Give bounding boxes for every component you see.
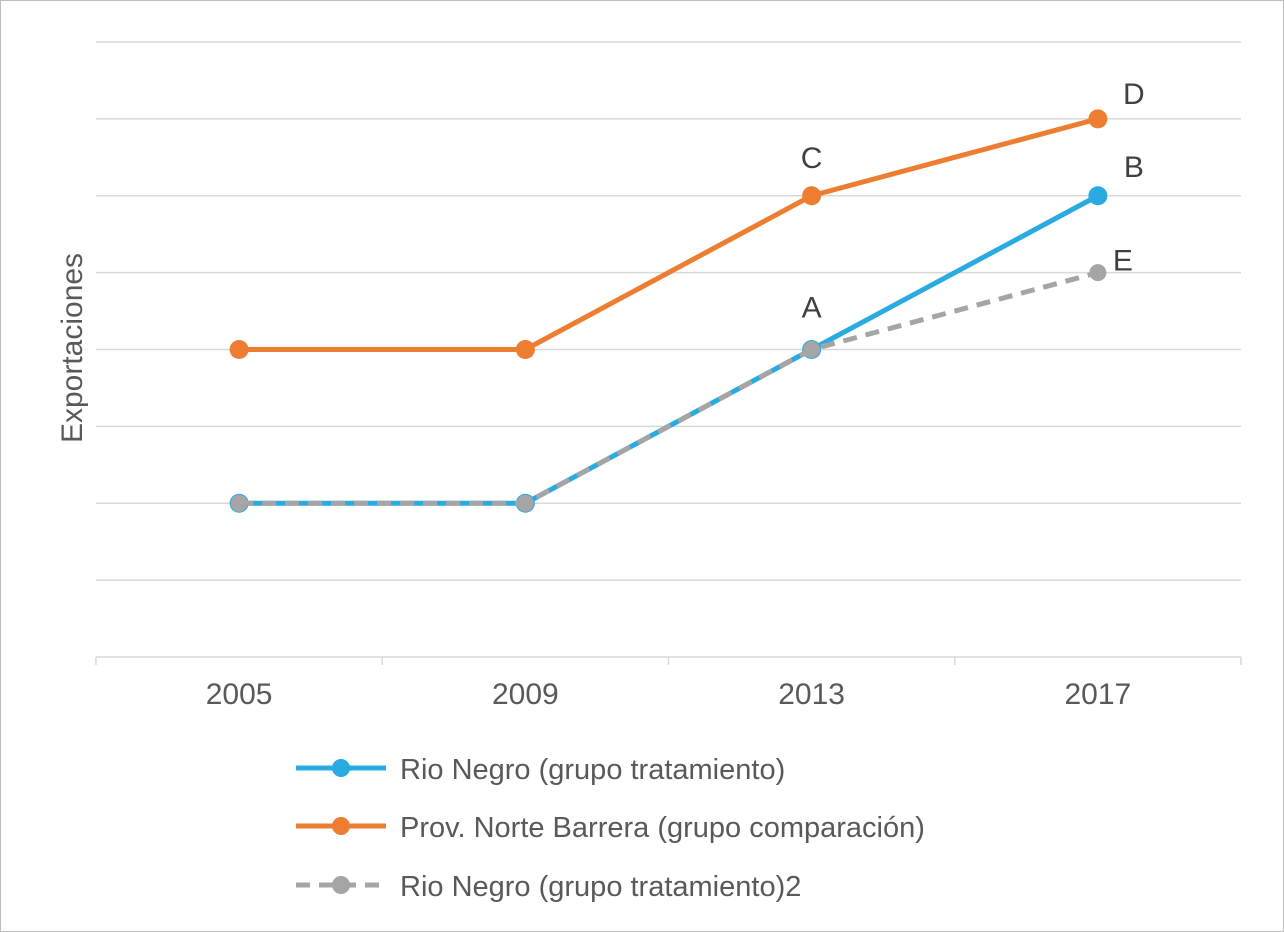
- x-tick-label: 2017: [1065, 678, 1132, 711]
- data-point: [1088, 109, 1108, 129]
- data-point: [1088, 186, 1108, 206]
- y-axis-label: Exportaciones: [56, 253, 89, 443]
- data-point: [229, 340, 249, 359]
- point-label: A: [802, 292, 822, 325]
- series-group: [229, 109, 1108, 513]
- x-tick-label: 2005: [206, 678, 273, 711]
- x-tick-label: 2009: [492, 678, 559, 711]
- x-axis: 2005 2009 2013 2017: [95, 656, 1242, 711]
- point-label: B: [1124, 151, 1144, 184]
- legend-marker: [332, 817, 350, 835]
- data-point: [802, 186, 822, 206]
- point-label: C: [801, 142, 823, 175]
- point-label: D: [1123, 78, 1145, 111]
- point-label: E: [1113, 245, 1133, 278]
- series-line: [239, 270, 1099, 506]
- legend: Rio Negro (grupo tratamiento) Prov. Norte…: [296, 754, 925, 903]
- gridlines: [96, 41, 1241, 581]
- series-line: [239, 116, 1099, 352]
- legend-marker: [332, 759, 350, 777]
- legend-label: Prov. Norte Barrera (grupo comparación): [400, 812, 925, 844]
- x-tick-label: 2013: [778, 678, 845, 711]
- legend-marker: [332, 876, 350, 894]
- legend-label: Rio Negro (grupo tratamiento): [400, 754, 785, 786]
- data-point: [1089, 264, 1107, 282]
- legend-label: Rio Negro (grupo tratamiento)2: [400, 871, 801, 903]
- data-point: [230, 494, 248, 512]
- data-point: [516, 494, 534, 512]
- data-point: [515, 340, 535, 359]
- data-point: [803, 341, 821, 358]
- point-labels: A B C D E: [801, 78, 1145, 325]
